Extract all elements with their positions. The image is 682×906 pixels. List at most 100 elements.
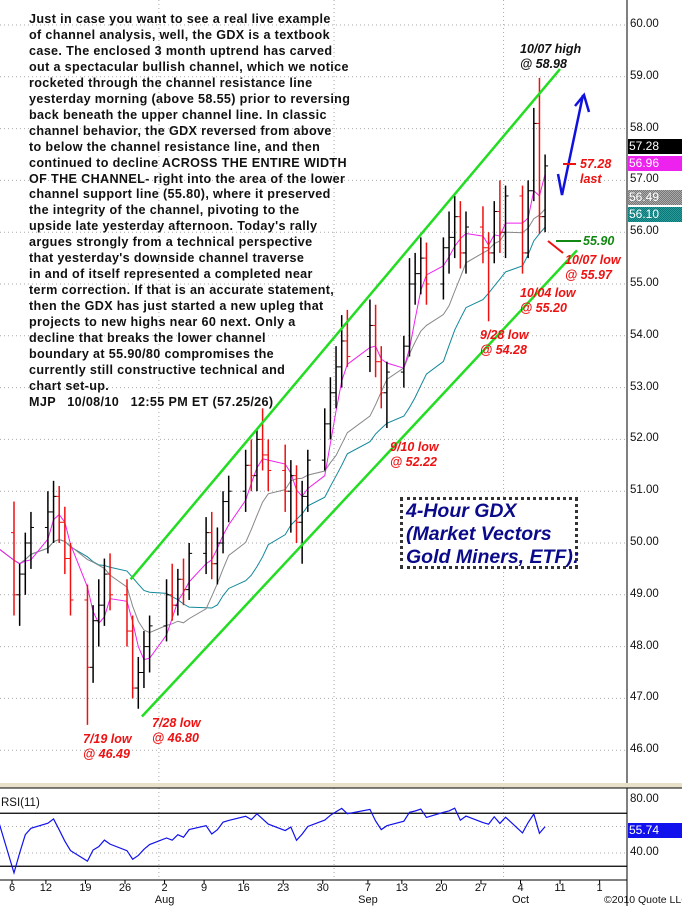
price-bar — [180, 558, 187, 606]
ma-slow-line — [0, 226, 546, 609]
price-bar — [225, 475, 232, 523]
chart-title-line: (Market Vectors — [406, 523, 552, 545]
x-tick-label: 9 — [201, 882, 208, 894]
annotation-label: 7/28 low — [152, 716, 201, 730]
price-bar — [479, 206, 486, 264]
annotation-low-1004: 10/04 low @ 55.20 — [520, 286, 576, 316]
x-tick-label: 7 — [364, 882, 371, 894]
rsi-tick-label: 80.00 — [630, 793, 659, 805]
commentary-line: decline that breaks the lower channel — [29, 331, 266, 346]
price-bar — [282, 444, 289, 512]
price-bar — [299, 480, 306, 564]
price-bar — [16, 563, 23, 626]
annotation-value: @ 58.98 — [520, 57, 567, 71]
low-pointer — [547, 240, 564, 254]
commentary-line: currently still constructive technical a… — [29, 362, 286, 377]
price-bar — [56, 486, 63, 543]
annotation-label: last — [580, 172, 602, 186]
annotation-low-0928: 9/28 low @ 54.28 — [480, 328, 529, 358]
price-bar — [372, 304, 379, 378]
price-bar — [446, 211, 453, 274]
chart-title-box: 4-Hour GDX (Market Vectors Gold Miners, … — [400, 497, 580, 569]
chart-title-line: Gold Miners, ETF): — [406, 546, 580, 568]
y-tick-label: 54.00 — [630, 328, 659, 341]
y-tick-label: 51.00 — [630, 484, 659, 497]
commentary-line: chart set-up. — [29, 378, 110, 393]
commentary-line: channel behavior, the GDX reversed from … — [29, 123, 332, 138]
annotation-label: 9/28 low — [480, 328, 529, 342]
x-tick-label: 19 — [79, 882, 92, 894]
annotation-low-0728: 7/28 low @ 46.80 — [152, 716, 201, 746]
price-bar — [27, 511, 34, 569]
commentary-line: that yesterday's downside channel traver… — [29, 251, 305, 266]
price-bar — [383, 361, 390, 429]
annotation-value: @ 46.49 — [83, 747, 130, 761]
commentary-line: of channel analysis, well, the GDX is a … — [29, 27, 330, 42]
commentary-line: back beneath the upper channel line. In … — [29, 107, 327, 122]
price-bar — [169, 563, 176, 621]
ma-slow-tag: 56.10 — [628, 207, 682, 222]
x-tick-label: 26 — [118, 882, 132, 894]
commentary-line: case. The enclosed 3 month uptrend has c… — [29, 43, 333, 58]
commentary-line: rocketed through the channel resistance … — [29, 75, 313, 90]
annotation-value: @ 46.80 — [152, 731, 199, 745]
channel-upper-line — [129, 68, 562, 581]
y-tick-label: 46.00 — [630, 743, 659, 756]
price-bar — [451, 195, 458, 259]
price-bar — [61, 506, 68, 575]
y-tick-label: 57.00 — [630, 173, 659, 186]
price-bar — [536, 77, 543, 234]
commentary-line: channel support line (55.80), where it p… — [29, 187, 331, 202]
commentary-line: boundary at 55.90/80 compromises the — [29, 347, 274, 362]
price-bar — [327, 377, 334, 440]
price-bar — [208, 511, 215, 580]
commentary-line: argues strongly from a technical perspec… — [29, 235, 313, 250]
price-bar — [287, 460, 294, 533]
price-bar — [44, 491, 51, 554]
price-bar — [519, 185, 526, 274]
annotation-label: 9/10 low — [390, 440, 439, 454]
y-tick-label: 58.00 — [630, 121, 659, 134]
price-bar — [146, 615, 153, 673]
price-bar — [525, 180, 532, 259]
price-bar — [253, 429, 260, 492]
x-tick-label: 27 — [474, 882, 488, 894]
price-bar — [496, 180, 503, 253]
x-tick-label: 23 — [277, 882, 290, 894]
price-bar — [186, 543, 193, 600]
last-price-tag: 57.28 — [628, 139, 682, 154]
annotation-support: 55.90 — [583, 234, 615, 248]
price-bar — [400, 335, 407, 388]
y-tick-label: 59.00 — [630, 69, 659, 82]
y-tick-label: 48.00 — [630, 639, 659, 652]
ma-mid-tag: 56.49 — [628, 190, 682, 205]
price-bar — [95, 579, 102, 647]
annotation-label: 10/07 high — [520, 42, 582, 56]
ma-fast-tag: 56.96 — [628, 156, 682, 171]
price-bar — [406, 258, 413, 357]
price-bar — [101, 558, 108, 626]
price-bar — [321, 408, 328, 471]
ma-mid-line — [0, 208, 546, 634]
commentary-line: projects to new highs near 60 next. Only… — [29, 315, 296, 330]
commentary-line: term correction. If that is an accurate … — [29, 283, 335, 298]
price-bar — [84, 584, 91, 725]
rsi-value-tag: 55.74 — [628, 823, 682, 838]
commentary-signature: MJP 10/08/10 12:55 PM ET (57.25/26) — [29, 394, 274, 409]
commentary-line: OF THE CHANNEL- right into the area of t… — [29, 171, 346, 186]
x-tick-label: 16 — [237, 882, 250, 894]
price-bar — [11, 501, 17, 616]
annotation-low-0719: 7/19 low @ 46.49 — [83, 732, 132, 762]
rsi-tick-label: 40.00 — [630, 846, 659, 858]
commentary-line: out a spectacular bullish channel, which… — [29, 59, 349, 74]
price-bar — [412, 252, 419, 305]
price-bar — [530, 107, 537, 202]
rsi-line — [0, 807, 546, 876]
rsi-title: RSI(11) — [1, 797, 40, 809]
y-tick-label: 55.00 — [630, 277, 659, 289]
price-bar — [485, 232, 492, 322]
price-bar — [220, 491, 227, 554]
price-bar — [293, 465, 300, 543]
annotation-value: @ 54.28 — [480, 343, 527, 357]
price-bar — [491, 201, 498, 264]
